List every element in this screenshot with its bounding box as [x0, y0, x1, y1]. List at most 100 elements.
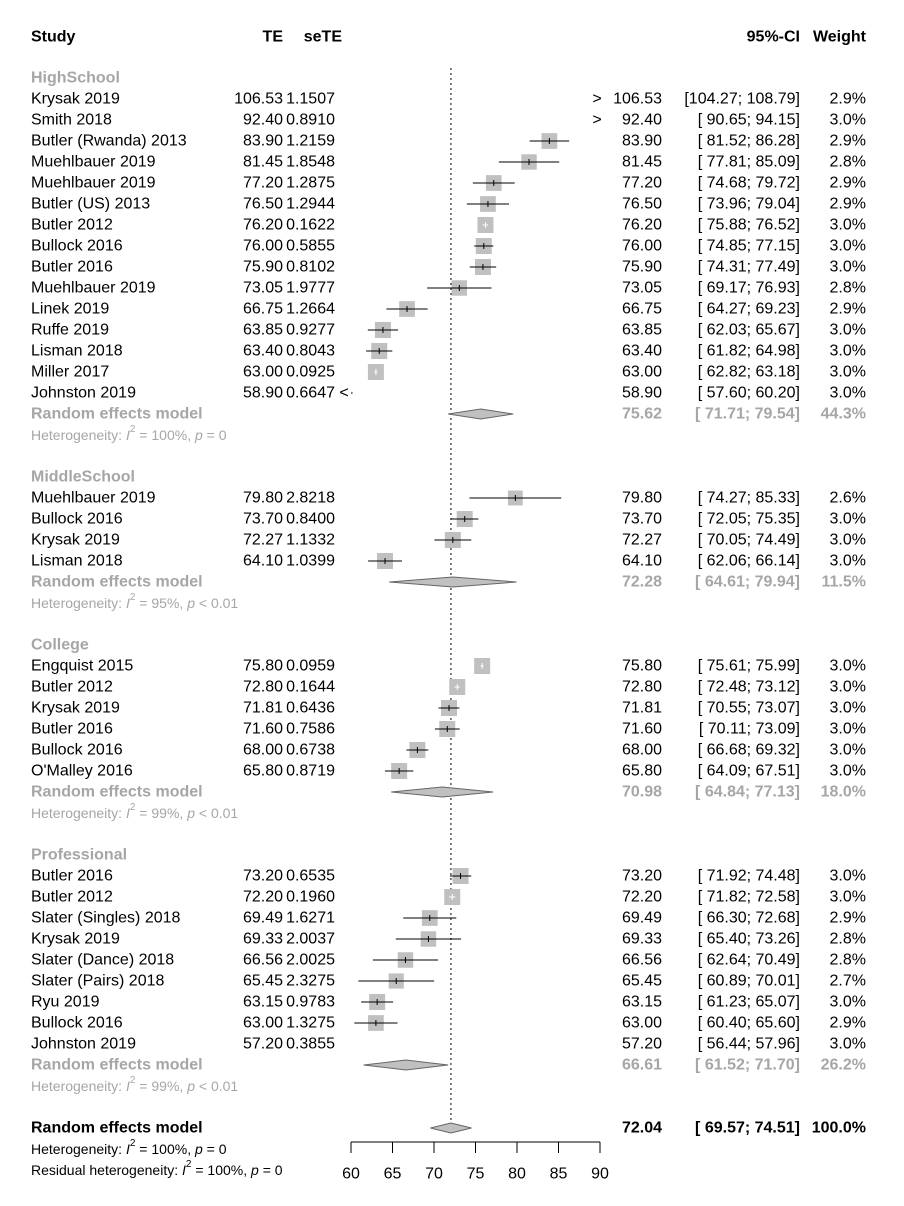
study-weight: 3.0%: [830, 532, 866, 549]
het-p-value: = 0: [207, 1141, 227, 1157]
study-weight: 2.6%: [830, 490, 866, 507]
study-ci: [ 66.30; 72.68]: [698, 910, 800, 927]
study-ci: [ 60.40; 65.60]: [698, 1015, 800, 1032]
study-ci: [ 72.05; 75.35]: [698, 511, 800, 528]
study-weight: 3.0%: [830, 994, 866, 1011]
study-estimate: 71.81: [622, 700, 662, 717]
study-estimate: 63.00: [622, 364, 662, 381]
study-sete: 1.2944: [286, 196, 335, 213]
study-te: 71.60: [243, 721, 283, 738]
study-estimate: 72.20: [622, 889, 662, 906]
het-comma: ,: [243, 1162, 251, 1178]
het-label: Heterogeneity:: [31, 595, 122, 611]
x-axis: 60 65 70 75 80 85 90: [342, 1141, 609, 1183]
subgroup-random-effects-weight: 11.5%: [822, 574, 866, 591]
study-ci: [ 61.23; 65.07]: [698, 994, 800, 1011]
study-estimate: 76.50: [622, 196, 662, 213]
study-estimate: 73.20: [622, 868, 662, 885]
study-ci: [ 65.40; 73.26]: [698, 931, 800, 948]
het-i-symbol: I: [126, 427, 130, 443]
study-sete: 0.1622: [286, 217, 335, 234]
study-name: Smith 2018: [31, 112, 112, 129]
study-sete: 1.1507: [286, 91, 335, 108]
study-weight: 2.8%: [830, 280, 866, 297]
study-name: O'Malley 2016: [31, 763, 133, 780]
subgroup-random-effects-label: Random effects model: [31, 784, 203, 801]
column-headers: Study TE seTE 95%-CI Weight: [31, 29, 867, 46]
study-sete: 1.2664: [286, 301, 335, 318]
study-estimate: 66.75: [622, 301, 662, 318]
subgroup-random-effects-weight: 44.3%: [821, 406, 866, 423]
study-name: Butler 2016: [31, 259, 113, 276]
study-weight: 3.0%: [830, 721, 866, 738]
study-ci: [ 70.05; 74.49]: [698, 532, 800, 549]
study-estimate: 63.40: [622, 343, 662, 360]
study-sete: 0.3855: [286, 1036, 335, 1053]
study-te: 64.10: [243, 553, 283, 570]
study-sete: 0.8102: [286, 259, 335, 276]
study-weight: 3.0%: [830, 364, 866, 381]
study-te: 106.53: [234, 91, 283, 108]
subgroup-random-effects-estimate: 70.98: [622, 784, 662, 801]
het-i2-value: 99%: [151, 805, 179, 821]
study-ci: [ 73.96; 79.04]: [698, 196, 800, 213]
study-sete: 1.8548: [286, 154, 335, 171]
subgroup-random-effects-ci: [ 64.61; 79.94]: [695, 574, 800, 591]
study-name: Muehlbauer 2019: [31, 175, 156, 192]
study-ci: [ 57.60; 60.20]: [698, 385, 800, 402]
study-name: Muehlbauer 2019: [31, 154, 156, 171]
subgroup-label: MiddleSchool: [31, 469, 135, 486]
study-sete: 1.9777: [286, 280, 335, 297]
het-eq: =: [135, 805, 151, 821]
study-name: Bullock 2016: [31, 742, 123, 759]
het-p-symbol: p: [194, 427, 203, 443]
study-weight: 3.0%: [830, 385, 866, 402]
axis-tick-label: 65: [384, 1166, 402, 1183]
het-comma: ,: [179, 595, 187, 611]
het-label: Heterogeneity:: [31, 1078, 122, 1094]
study-ci: [ 64.27; 69.23]: [698, 301, 800, 318]
study-sete: 0.9277: [286, 322, 335, 339]
study-sete: 0.1960: [286, 889, 335, 906]
study-estimate: 69.33: [622, 931, 662, 948]
study-estimate: 58.90: [622, 385, 662, 402]
het-superscript: 2: [130, 1075, 136, 1086]
study-te: 72.20: [243, 889, 283, 906]
study-ci: [ 74.31; 77.49]: [698, 259, 800, 276]
study-weight: 3.0%: [830, 679, 866, 696]
study-name: Butler 2012: [31, 217, 113, 234]
study-name: Krysak 2019: [31, 91, 120, 108]
study-te: 73.70: [243, 511, 283, 528]
study-te: 72.27: [243, 532, 283, 549]
het-label: Heterogeneity:: [31, 427, 122, 443]
subgroup-random-effects-estimate: 66.61: [622, 1057, 662, 1074]
left-arrow-marker: <: [339, 385, 348, 402]
study-name: Butler 2016: [31, 721, 113, 738]
study-sete: 0.0925: [286, 364, 335, 381]
study-name: Bullock 2016: [31, 238, 123, 255]
study-name: Muehlbauer 2019: [31, 490, 156, 507]
study-name: Johnston 2019: [31, 1036, 136, 1053]
subgroup-random-effects-weight: 26.2%: [821, 1057, 866, 1074]
study-estimate: 75.90: [622, 259, 662, 276]
study-estimate: 83.90: [622, 133, 662, 150]
study-ci: [104.27; 108.79]: [684, 91, 800, 108]
het-p-value: < 0.01: [199, 805, 239, 821]
het-p-value: < 0.01: [199, 595, 239, 611]
axis-tick-label: 85: [550, 1166, 568, 1183]
study-weight: 2.7%: [830, 973, 866, 990]
study-sete: 0.1644: [286, 679, 335, 696]
study-te: 79.80: [243, 490, 283, 507]
study-ci: [ 74.68; 79.72]: [698, 175, 800, 192]
het-i2-value: 100%: [151, 1141, 187, 1157]
study-te: 66.56: [243, 952, 283, 969]
study-ci: [ 70.55; 73.07]: [698, 700, 800, 717]
study-ci: [ 81.52; 86.28]: [698, 133, 800, 150]
study-sete: 1.2875: [286, 175, 335, 192]
study-estimate: 75.80: [622, 658, 662, 675]
study-te: 76.20: [243, 217, 283, 234]
het-comma: ,: [179, 1078, 187, 1094]
study-te: 65.80: [243, 763, 283, 780]
study-ci: [ 75.61; 75.99]: [698, 658, 800, 675]
